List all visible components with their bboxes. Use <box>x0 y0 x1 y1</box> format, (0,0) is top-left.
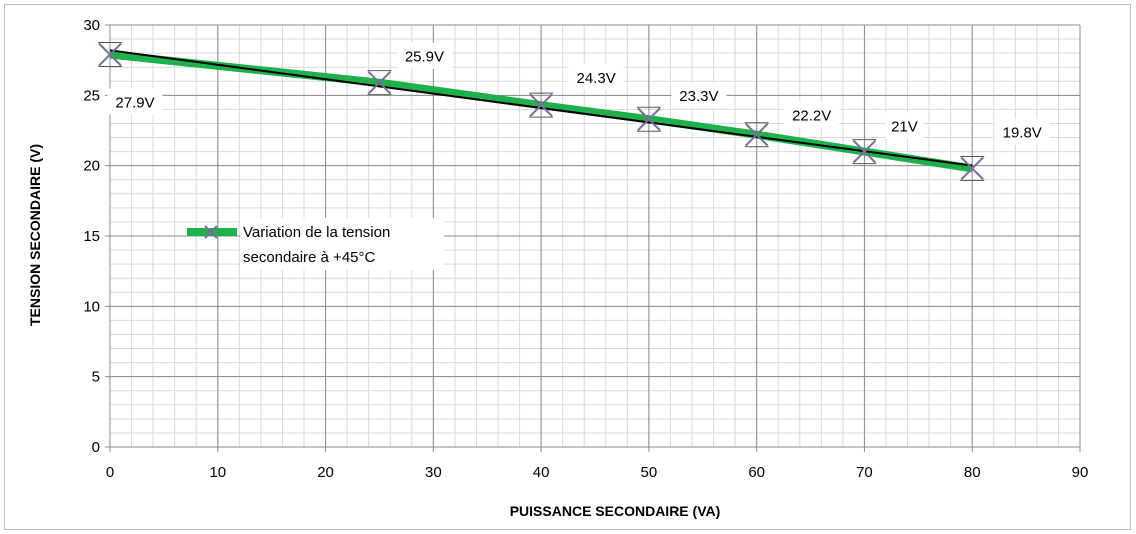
y-tick-label: 15 <box>83 228 100 245</box>
x-tick-label: 20 <box>317 464 334 481</box>
data-point-marker <box>98 42 122 68</box>
data-labels: 27.9V 25.9V 24.3V 23.3V 22.2V 21V 19.8V <box>107 42 1050 145</box>
y-axis-ticks: 0 5 10 15 20 25 30 <box>83 17 100 456</box>
data-point-marker <box>367 70 392 96</box>
svg-text:25.9V: 25.9V <box>405 49 444 66</box>
y-tick-label: 5 <box>92 369 100 386</box>
svg-text:22.2V: 22.2V <box>792 108 831 125</box>
data-point-marker <box>960 155 985 181</box>
y-tick-label: 20 <box>83 158 100 175</box>
x-tick-label: 30 <box>425 464 442 481</box>
x-tick-label: 0 <box>106 464 114 481</box>
x-tick-label: 50 <box>641 464 658 481</box>
x-tick-label: 70 <box>856 464 873 481</box>
data-label: 19.8V <box>994 118 1050 145</box>
y-tick-label: 10 <box>83 298 100 315</box>
x-axis-ticks: 0 10 20 30 40 50 60 70 80 90 <box>106 464 1089 481</box>
legend-label-line1: Variation de la tension <box>243 224 390 241</box>
x-tick-label: 60 <box>748 464 765 481</box>
y-tick-label: 30 <box>83 17 100 34</box>
x-tick-label: 90 <box>1072 464 1089 481</box>
data-point-marker <box>636 106 661 132</box>
markers-layer <box>98 42 985 181</box>
svg-text:21V: 21V <box>891 119 918 136</box>
data-point-marker <box>744 122 769 148</box>
data-label: 22.2V <box>784 101 840 128</box>
data-label: 25.9V <box>396 42 452 69</box>
legend: Variation de la tension secondaire à +45… <box>187 218 444 270</box>
y-tick-label: 0 <box>92 439 100 456</box>
x-tick-label: 80 <box>964 464 981 481</box>
x-tick-label: 10 <box>209 464 226 481</box>
data-point-marker <box>529 92 554 118</box>
data-point-marker <box>852 139 877 165</box>
data-label: 23.3V <box>671 82 727 109</box>
y-tick-label: 25 <box>83 87 100 104</box>
data-label: 27.9V <box>107 88 163 115</box>
svg-text:23.3V: 23.3V <box>679 88 718 105</box>
y-axis-title: TENSION SECONDAIRE (V) <box>27 144 43 326</box>
svg-text:19.8V: 19.8V <box>1003 124 1042 141</box>
x-tick-label: 40 <box>533 464 550 481</box>
legend-marker-icon <box>204 225 218 239</box>
svg-text:24.3V: 24.3V <box>577 70 616 87</box>
chart-frame <box>4 4 1131 530</box>
linear-trendline <box>109 49 973 167</box>
major-gridlines <box>105 24 1081 452</box>
data-label: 21V <box>885 112 924 139</box>
data-label: 24.3V <box>568 64 624 91</box>
legend-label-line2: secondaire à +45°C <box>243 249 376 266</box>
svg-text:27.9V: 27.9V <box>115 95 154 112</box>
x-axis-title: PUISSANCE SECONDAIRE (VA) <box>510 503 721 519</box>
